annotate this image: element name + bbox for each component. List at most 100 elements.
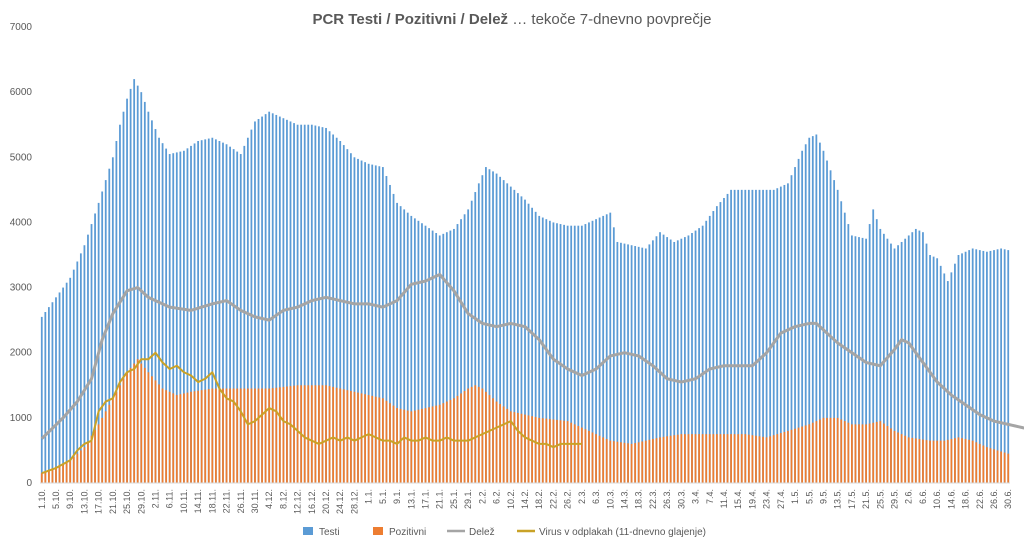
bar-testi (808, 137, 811, 484)
y-tick-label: 6000 (10, 87, 33, 98)
bar-pozitivni (214, 388, 217, 483)
bar-testi (886, 238, 889, 483)
bar-pozitivni (392, 405, 395, 483)
legend-label: Testi (319, 527, 340, 538)
bar-pozitivni (119, 385, 121, 483)
bar-pozitivni (183, 393, 185, 483)
bar-testi (826, 160, 828, 484)
bar-pozitivni (108, 404, 111, 483)
bar-pozitivni (399, 408, 402, 483)
bar-pozitivni (797, 427, 800, 483)
y-tick-label: 1000 (10, 413, 33, 424)
bar-pozitivni (218, 388, 221, 483)
bar-testi (374, 165, 377, 483)
bar-pozitivni (751, 435, 754, 483)
x-tick-label: 22.11. (222, 489, 232, 513)
bar-testi (175, 152, 178, 483)
bar-testi (335, 137, 338, 484)
bar-pozitivni (449, 399, 452, 483)
bar-testi (882, 233, 885, 483)
bar-pozitivni (133, 363, 136, 483)
bar-testi (666, 237, 669, 483)
bar-testi (946, 281, 949, 483)
bar-pozitivni (428, 407, 430, 483)
bar-testi (694, 230, 697, 483)
bar-testi (737, 189, 740, 484)
bar-testi (723, 198, 725, 483)
bar-testi (740, 189, 743, 484)
line-delez (40, 273, 1024, 440)
bar-testi (975, 249, 978, 483)
x-tick-label: 24.12. (335, 489, 345, 514)
bar-testi (44, 312, 47, 483)
bar-pozitivni (861, 424, 864, 483)
bar-pozitivni (652, 439, 654, 483)
bar-pozitivni (44, 471, 47, 483)
bar-pozitivni (659, 437, 661, 483)
bar-pozitivni (989, 448, 992, 483)
bar-pozitivni (580, 427, 583, 483)
bar-pozitivni (627, 443, 629, 483)
bar-testi (669, 239, 672, 483)
bar-testi (652, 240, 654, 483)
bar-pozitivni (715, 434, 718, 483)
bar-pozitivni (534, 417, 537, 483)
bar-pozitivni (541, 418, 544, 483)
bar-pozitivni (268, 388, 271, 483)
bar-testi (193, 143, 196, 483)
bar-pozitivni (669, 435, 672, 483)
bar-pozitivni (811, 422, 814, 483)
bar-pozitivni (644, 440, 647, 483)
x-tick-label: 14.3. (619, 489, 629, 509)
bar-pozitivni (840, 419, 843, 483)
bar-pozitivni (684, 434, 686, 483)
bar-pozitivni (481, 388, 484, 483)
bar-testi (961, 253, 963, 483)
bar-testi (897, 245, 899, 483)
bar-testi (392, 193, 395, 483)
x-tick-label: 13.10. (79, 489, 89, 514)
bar-pozitivni (250, 388, 253, 483)
bar-testi (936, 258, 939, 483)
bar-testi (232, 149, 235, 483)
chart-title-bold: PCR Testi / Pozitivni / Delež (312, 11, 508, 28)
x-tick-label: 18.11. (207, 489, 217, 513)
bar-testi (719, 202, 722, 483)
bar-pozitivni (442, 403, 445, 483)
bar-pozitivni (975, 442, 978, 483)
x-tick-label: 9.1. (392, 489, 402, 504)
bar-pozitivni (76, 453, 79, 483)
bar-testi (922, 232, 924, 483)
bar-testi (552, 222, 555, 483)
bar-testi (556, 223, 558, 484)
bar-pozitivni (264, 388, 267, 483)
bar-pozitivni (769, 436, 772, 483)
bar-testi (964, 251, 967, 483)
bar-pozitivni (893, 430, 896, 483)
bar-testi (381, 167, 384, 483)
bar-pozitivni (314, 385, 317, 483)
bar-testi (168, 154, 171, 483)
bar-pozitivni (474, 385, 477, 483)
bar-pozitivni (605, 439, 608, 483)
bar-testi (296, 124, 299, 484)
bar-pozitivni (492, 398, 494, 483)
bar-pozitivni (129, 367, 132, 483)
bar-pozitivni (779, 433, 782, 483)
bar-pozitivni (140, 363, 143, 483)
x-tick-label: 30.11. (250, 489, 260, 513)
bar-pozitivni (1000, 451, 1003, 483)
y-tick-label: 2000 (10, 348, 33, 359)
bar-testi (726, 193, 729, 483)
bar-pozitivni (552, 419, 555, 483)
chart-title-rest: … tekoče 7-dnevno povprečje (508, 11, 711, 28)
bar-pozitivni (1007, 453, 1010, 483)
bar-pozitivni (865, 424, 867, 483)
x-tick-label: 28.12. (349, 489, 359, 514)
bar-pozitivni (794, 428, 796, 483)
x-tick-label: 22.3. (648, 489, 658, 509)
x-tick-label: 2.3. (577, 489, 587, 504)
bar-pozitivni (325, 385, 327, 483)
bar-pozitivni (623, 442, 626, 483)
bar-pozitivni (342, 389, 345, 483)
